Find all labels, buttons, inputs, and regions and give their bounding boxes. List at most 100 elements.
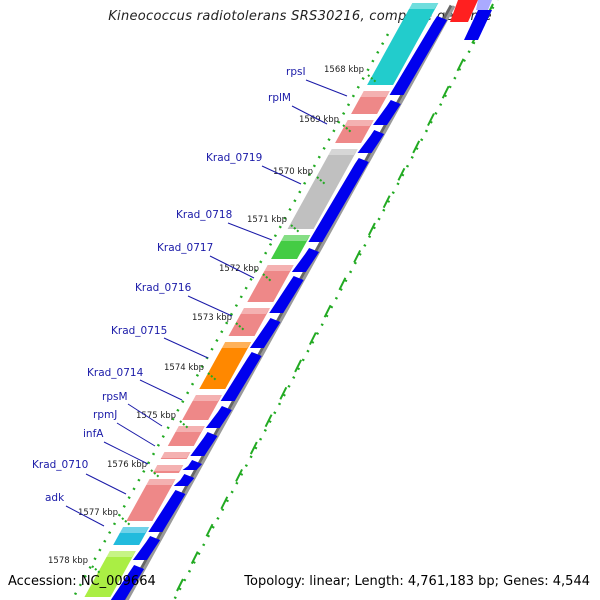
guide-dash bbox=[176, 578, 184, 592]
cds-arrow[interactable] bbox=[373, 100, 401, 125]
gene-label[interactable]: Krad_0715 bbox=[111, 325, 167, 337]
feature-block[interactable] bbox=[287, 149, 358, 229]
gene-leader-line bbox=[127, 403, 163, 427]
gene-label[interactable]: adk bbox=[45, 492, 65, 504]
dotted-guide-lines bbox=[70, 0, 499, 600]
feature-block[interactable] bbox=[84, 551, 136, 597]
cds-arrow[interactable] bbox=[173, 474, 195, 486]
feature-block-highlight bbox=[221, 342, 252, 348]
guide-dash bbox=[249, 441, 258, 455]
cds-arrow[interactable] bbox=[389, 16, 448, 95]
feature-block[interactable] bbox=[228, 308, 270, 336]
gene-leader-line bbox=[85, 473, 127, 495]
gene-label[interactable]: Krad_0719 bbox=[206, 152, 262, 164]
gene-leader-line bbox=[209, 255, 255, 279]
guide-dash bbox=[456, 58, 465, 72]
cds-arrow[interactable] bbox=[182, 460, 203, 470]
guide-dash bbox=[205, 523, 214, 537]
feature-block-highlight bbox=[343, 120, 374, 126]
cds-arrow[interactable] bbox=[110, 565, 145, 600]
gene-label[interactable]: rplM bbox=[268, 92, 291, 104]
cds-arrow[interactable] bbox=[205, 406, 232, 428]
gene-label[interactable]: infA bbox=[83, 428, 104, 440]
guide-dash bbox=[427, 113, 435, 126]
feature-block[interactable] bbox=[271, 235, 311, 259]
guide-dash bbox=[397, 167, 406, 181]
feature-block-highlight bbox=[359, 91, 390, 97]
cds-arrow[interactable] bbox=[190, 432, 218, 456]
top-right-features bbox=[450, 0, 492, 40]
cds-arrow[interactable] bbox=[249, 318, 281, 348]
feature-block[interactable] bbox=[199, 342, 252, 389]
kbp-tick-mark bbox=[262, 273, 272, 282]
kbp-tick-mark bbox=[235, 322, 245, 331]
gene-label[interactable]: Krad_0717 bbox=[157, 242, 213, 254]
feature-block-highlight bbox=[105, 551, 136, 557]
gene-labels: rpsI rplM Krad_0719 Krad_0718 Krad_0717 Krad_… bbox=[32, 66, 348, 527]
kbp-tick-mark bbox=[121, 517, 131, 526]
gene-label[interactable]: Krad_0714 bbox=[87, 367, 144, 379]
feature-block-highlight bbox=[239, 308, 270, 314]
kbp-tick-mark bbox=[367, 74, 377, 83]
feature-block[interactable] bbox=[160, 452, 191, 459]
kbp-tick-label: 1576 kbp bbox=[107, 460, 147, 470]
gene-label[interactable]: rpsI bbox=[286, 66, 306, 78]
feature-block[interactable] bbox=[113, 527, 150, 545]
gene-leader-line bbox=[139, 379, 183, 401]
feature-block[interactable] bbox=[167, 426, 205, 446]
gene-label[interactable]: Krad_0718 bbox=[176, 209, 232, 221]
feature-block[interactable] bbox=[152, 465, 184, 473]
feature-block-highlight bbox=[408, 3, 439, 9]
red-feature-partial[interactable] bbox=[450, 0, 478, 22]
feature-block[interactable] bbox=[367, 3, 439, 85]
gene-leader-line bbox=[261, 165, 302, 185]
gene-leader-line bbox=[103, 441, 149, 465]
feature-block[interactable] bbox=[351, 91, 390, 114]
feature-block[interactable] bbox=[247, 265, 294, 302]
feature-block-highlight bbox=[160, 452, 191, 458]
gene-label[interactable]: rpsM bbox=[102, 391, 128, 403]
cds-arrow[interactable] bbox=[291, 248, 320, 272]
guide-dash bbox=[368, 222, 376, 236]
kbp-tick-label: 1574 kbp bbox=[164, 363, 204, 373]
kbp-tick-mark bbox=[316, 176, 326, 185]
kbp-tick-mark bbox=[91, 565, 101, 574]
cds-track bbox=[110, 16, 448, 600]
feature-block[interactable] bbox=[126, 479, 176, 521]
feature-block-highlight bbox=[145, 479, 176, 485]
gene-leader-line bbox=[291, 105, 328, 125]
dotted-line-left bbox=[70, 33, 390, 600]
cds-arrow[interactable] bbox=[148, 490, 186, 532]
guide-dash bbox=[279, 386, 288, 400]
light-feature-partial bbox=[476, 0, 492, 10]
accession-text: Accession: NC_009664 bbox=[8, 574, 156, 589]
gene-label[interactable]: rpmJ bbox=[93, 409, 117, 421]
guide-dash bbox=[235, 469, 243, 482]
dotted-line-right bbox=[172, 0, 499, 600]
gene-leader-line bbox=[187, 295, 233, 317]
cds-arrow[interactable] bbox=[132, 536, 161, 560]
gene-label[interactable]: Krad_0716 bbox=[135, 282, 192, 294]
guide-dash bbox=[220, 496, 229, 510]
kbp-tick-label: 1577 kbp bbox=[78, 508, 118, 518]
feature-block-highlight bbox=[280, 235, 311, 241]
feature-block-highlight bbox=[191, 395, 222, 401]
gene-label[interactable]: Krad_0710 bbox=[32, 459, 88, 471]
kbp-tick-mark bbox=[179, 420, 189, 429]
map-title: Kineococcus radiotolerans SRS30216, comp… bbox=[108, 9, 492, 24]
cds-arrow[interactable] bbox=[308, 158, 369, 242]
cds-arrow[interactable] bbox=[357, 130, 385, 153]
kbp-tick-mark bbox=[342, 124, 352, 133]
feature-block-highlight bbox=[174, 426, 205, 432]
cds-arrow[interactable] bbox=[269, 276, 304, 313]
guide-dash bbox=[441, 85, 450, 99]
gene-leader-line bbox=[305, 79, 348, 97]
kbp-tick-mark bbox=[207, 372, 217, 381]
feature-block-highlight bbox=[153, 465, 184, 471]
blue-feature-partial[interactable] bbox=[464, 10, 492, 40]
feature-track bbox=[84, 3, 439, 597]
feature-block[interactable] bbox=[182, 395, 222, 420]
cds-arrow[interactable] bbox=[220, 352, 262, 401]
